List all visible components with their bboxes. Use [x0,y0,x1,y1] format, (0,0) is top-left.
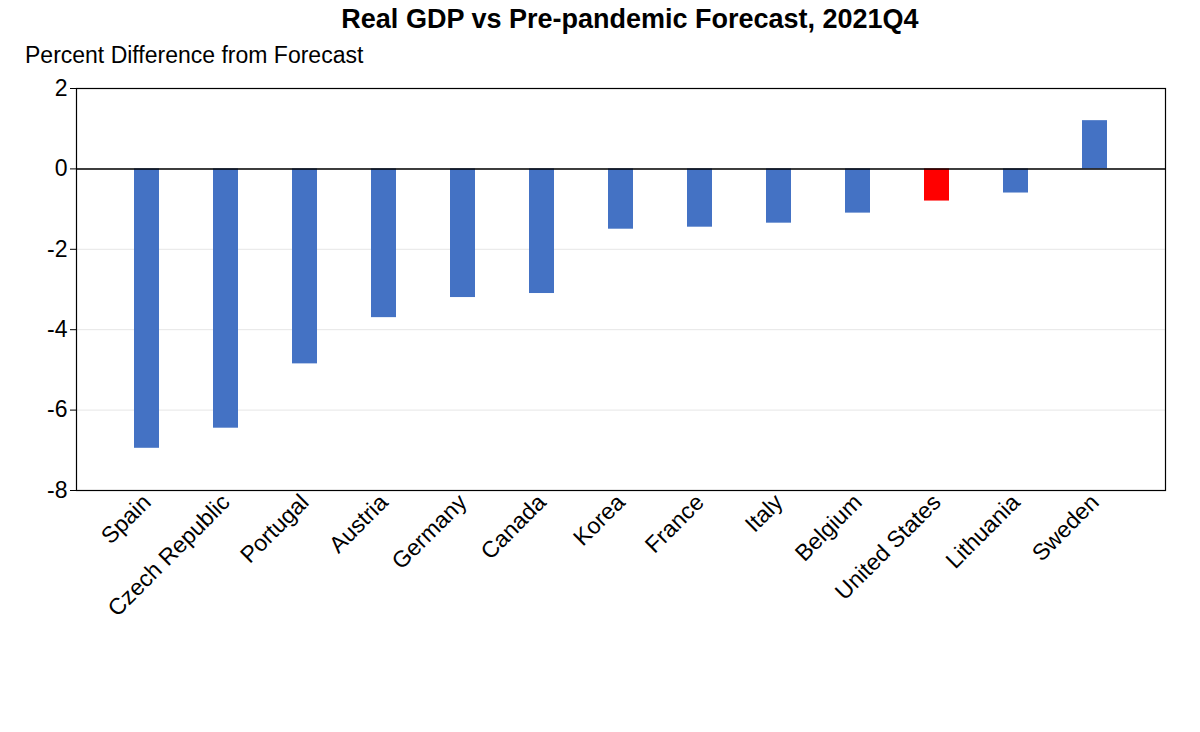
svg-text:Spain: Spain [96,489,156,549]
svg-text:Czech Republic: Czech Republic [102,489,234,621]
svg-text:Canada: Canada [475,489,551,565]
svg-text:-4: -4 [47,316,68,342]
svg-text:-8: -8 [47,477,67,503]
svg-text:Belgium: Belgium [790,489,867,566]
svg-text:Italy: Italy [740,489,789,538]
svg-text:Portugal: Portugal [235,489,314,568]
svg-text:Lithuania: Lithuania [940,489,1025,574]
svg-text:Germany: Germany [386,489,472,575]
svg-text:2: 2 [55,75,68,101]
svg-text:Sweden: Sweden [1027,489,1104,566]
svg-text:Austria: Austria [324,489,393,558]
svg-text:0: 0 [55,155,68,181]
svg-text:Korea: Korea [568,489,630,551]
svg-text:-2: -2 [47,236,67,262]
svg-text:-6: -6 [47,396,67,422]
svg-text:United States: United States [830,489,946,605]
svg-text:France: France [640,489,709,558]
html-text:Percent Difference from Foreca: Percent Difference from Forecast [25,42,364,68]
html-text:Real GDP vs Pre-pandemic Forec: Real GDP vs Pre-pandemic Forecast, 2021Q… [341,4,919,34]
